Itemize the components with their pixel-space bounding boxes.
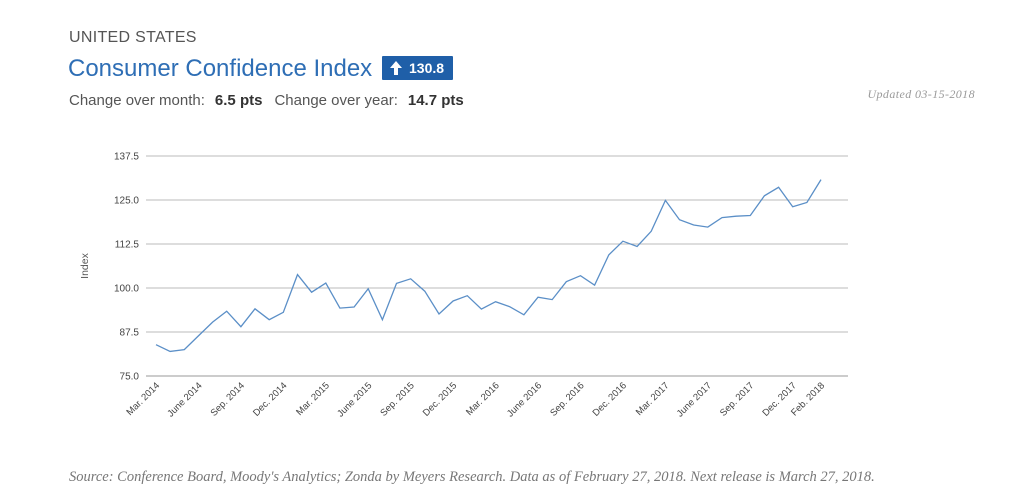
y-tick-label: 125.0 [114, 196, 139, 207]
y-axis-label: Index [79, 252, 91, 278]
x-tick-label: Dec. 2015 [421, 380, 459, 418]
change-year-value: 14.7 pts [407, 92, 464, 109]
x-axis-ticks: Mar. 2014 June 2014 Sep. 2014 Dec. 2014 Mar.… [124, 380, 827, 419]
y-tick-label: 112.5 [115, 240, 140, 251]
source-note: Source: Conference Board, Moody's Analyt… [69, 469, 875, 485]
change-year-label: Change over year: [274, 92, 398, 109]
arrow-up-icon [390, 61, 402, 75]
page-title: Consumer Confidence Index [68, 55, 373, 82]
x-tick-label: Mar. 2017 [634, 380, 672, 418]
y-axis-ticks: 137.5 125.0 112.5 100.0 87.5 75.0 [114, 152, 139, 383]
x-tick-label: June 2015 [335, 380, 374, 419]
x-tick-label: June 2016 [505, 380, 544, 419]
x-tick-label: Sep. 2015 [378, 380, 416, 418]
x-tick-label: Sep. 2017 [718, 380, 756, 418]
index-value-badge: 130.8 [382, 56, 454, 80]
y-tick-label: 87.5 [120, 328, 140, 339]
y-tick-label: 137.5 [114, 152, 139, 163]
x-tick-label: June 2014 [165, 380, 204, 419]
series-line [155, 179, 822, 353]
badge-value: 130.8 [409, 60, 445, 76]
x-tick-label: Mar. 2014 [124, 380, 162, 418]
x-tick-label: Dec. 2016 [591, 380, 629, 418]
change-month-label: Change over month: [69, 92, 205, 109]
x-tick-label: Dec. 2014 [251, 380, 289, 418]
x-tick-label: Mar. 2016 [464, 380, 502, 418]
change-month-value: 6.5 pts [214, 92, 263, 109]
y-tick-label: 75.0 [120, 372, 140, 383]
x-tick-label: Sep. 2016 [548, 380, 586, 418]
change-summary: Change over month: 6.5 pts Change over yea… [69, 92, 476, 109]
x-tick-label: Mar. 2015 [294, 380, 332, 418]
y-tick-label: 100.0 [114, 284, 139, 295]
region-label: UNITED STATES [69, 29, 197, 46]
x-tick-label: June 2017 [675, 380, 714, 419]
grid-lines [146, 155, 848, 377]
updated-date: Updated 03-15-2018 [867, 87, 975, 101]
x-tick-label: Sep. 2014 [209, 380, 247, 418]
